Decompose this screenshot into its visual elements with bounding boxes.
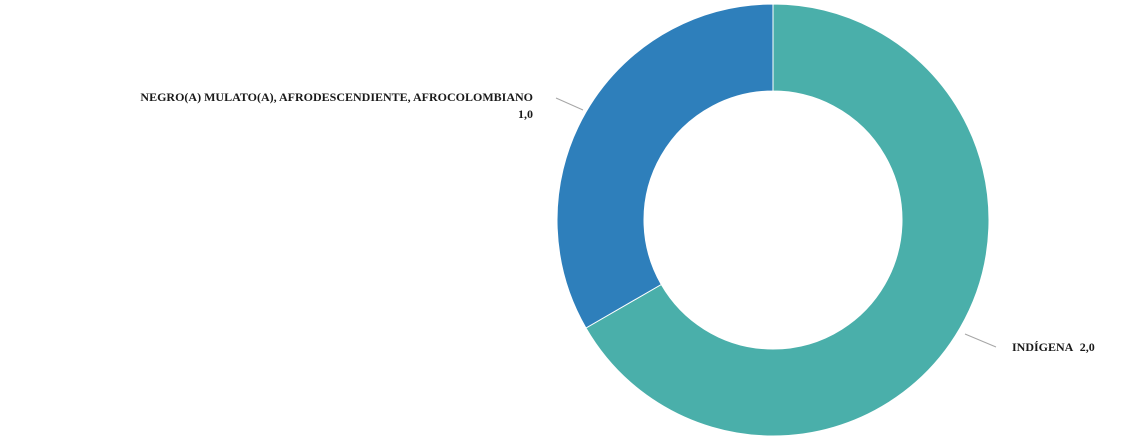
data-label-indigena-category: INDÍGENA (1012, 340, 1074, 354)
data-label-afro-category: NEGRO(A) MULATO(A), AFRODESCENDIENTE, AF… (140, 90, 533, 104)
leader-line-afro (555, 97, 584, 111)
leader-line-indigena (964, 333, 997, 348)
donut-slice-afro (556, 3, 774, 329)
donut-slices (556, 3, 990, 437)
data-label-indigena-value: 2,0 (1080, 340, 1095, 354)
donut-slice-indigena (585, 3, 990, 437)
data-label-indigena: INDÍGENA 2,0 (1012, 340, 1095, 354)
data-label-afro-value: 1,0 (518, 107, 533, 121)
